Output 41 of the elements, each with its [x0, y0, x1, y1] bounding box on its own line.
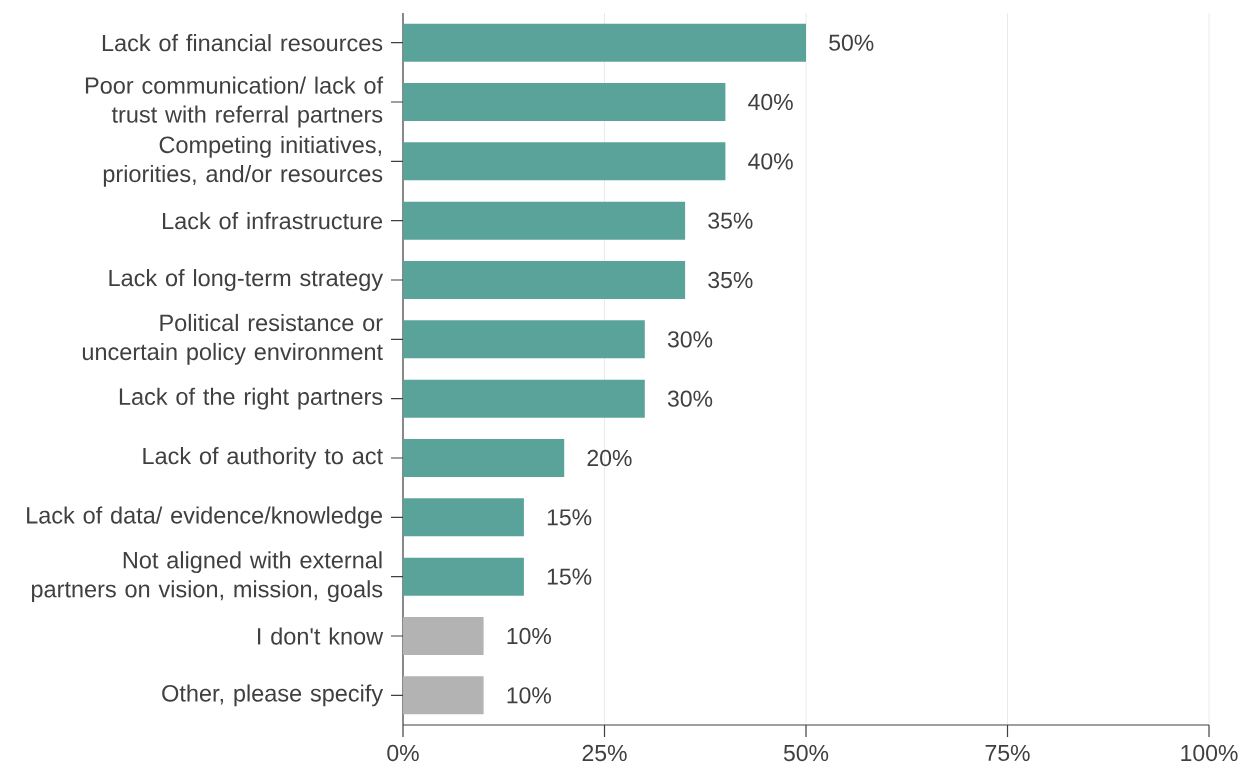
data-label: 35%: [708, 271, 753, 289]
bar: [403, 676, 484, 715]
bar: [403, 498, 524, 537]
y-tick-label: Political resistance or uncertain policy environment: [82, 313, 383, 365]
y-tick-label: Not aligned with external partners on vision, mission, goals: [31, 551, 383, 603]
data-label: 40%: [748, 153, 793, 170]
bar: [403, 23, 806, 62]
data-label: 10%: [507, 627, 551, 645]
bar: [403, 617, 484, 655]
data-label: 35%: [708, 212, 753, 229]
bar: [403, 320, 645, 359]
data-label: 50%: [829, 34, 874, 51]
x-tick-label: 25%: [582, 744, 627, 762]
y-tick-label: Lack of infrastructure: [163, 212, 383, 230]
data-label: 40%: [748, 93, 793, 111]
bar: [403, 557, 524, 596]
data-label: 15%: [547, 509, 592, 526]
data-label: 15%: [547, 568, 592, 585]
bar: [403, 379, 645, 418]
bar: [403, 83, 726, 121]
bar: [403, 142, 726, 181]
data-label: 20%: [587, 449, 632, 467]
bar: [403, 439, 565, 477]
y-tick-label: Lack of financial resources: [102, 34, 383, 52]
y-tick-label: Lack of the right partners: [119, 387, 383, 410]
x-tick-label: 75%: [985, 744, 1030, 762]
x-tick-label: 100%: [1181, 744, 1238, 762]
y-tick-label: Other, please specify: [162, 684, 384, 707]
data-label: 10%: [507, 687, 551, 704]
y-tick-label: I don't know: [258, 627, 384, 645]
bar: [403, 201, 686, 240]
x-tick-label: 0%: [387, 744, 419, 762]
y-tick-label: Lack of data/ evidence/knowledge: [27, 506, 383, 529]
y-tick-label: Poor communication/ lack of trust with referral partners: [85, 76, 384, 128]
y-tick-label: Lack of authority to act: [143, 447, 383, 469]
x-tick-label: 50%: [783, 744, 829, 762]
data-label: 30%: [667, 390, 713, 407]
data-label: 30%: [667, 331, 713, 348]
y-tick-label: Lack of long-term strategy: [109, 269, 384, 291]
y-tick-label: Competing initiatives, priorities, and/or resources: [103, 135, 383, 187]
bar: [403, 261, 686, 299]
